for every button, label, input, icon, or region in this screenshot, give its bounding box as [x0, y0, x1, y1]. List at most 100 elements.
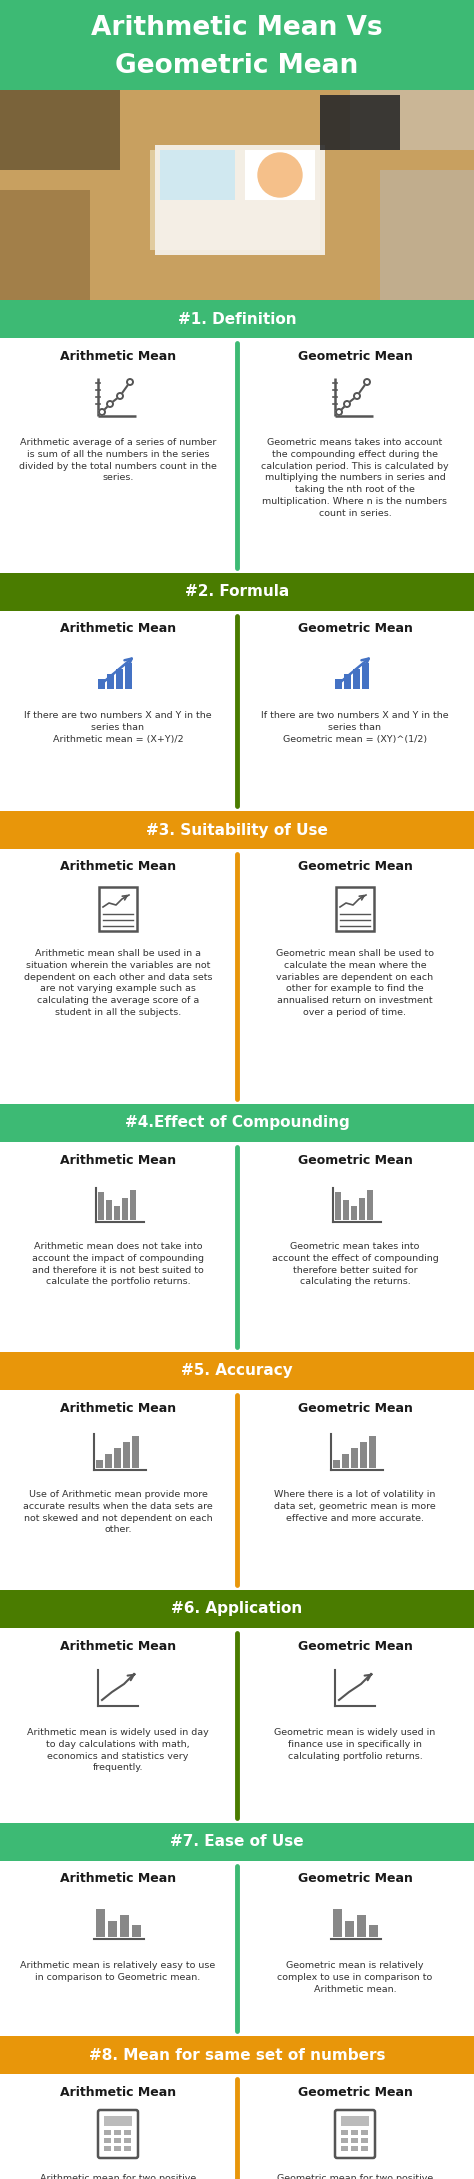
Text: If there are two numbers X and Y in the
series than
Arithmetic mean = (X+Y)/2: If there are two numbers X and Y in the … [24, 710, 212, 743]
Circle shape [117, 392, 123, 399]
Bar [245, 150, 315, 200]
Bar [362, 662, 369, 689]
Bar [155, 146, 325, 255]
Text: #1. Definition: #1. Definition [178, 312, 296, 327]
Bar [350, 89, 474, 150]
Bar [124, 2138, 131, 2142]
Bar [125, 662, 132, 689]
Bar [0, 1390, 474, 1591]
Text: Geometric mean takes into
account the effect of compounding
therefore better sui: Geometric mean takes into account the ef… [272, 1242, 438, 1286]
FancyBboxPatch shape [335, 2109, 375, 2157]
Bar [369, 1436, 376, 1469]
Bar [124, 2146, 131, 2151]
Text: Arithmetic Mean: Arithmetic Mean [60, 1401, 176, 1414]
Text: Geometric Mean: Geometric Mean [298, 2085, 412, 2098]
Circle shape [258, 153, 302, 196]
Bar [114, 2131, 121, 2135]
Text: Arithmetic average of a series of number
is sum of all the numbers in the series: Arithmetic average of a series of number… [19, 438, 217, 482]
Bar [0, 2035, 474, 2074]
Bar [341, 2146, 348, 2151]
Text: Geometric Mean: Geometric Mean [298, 623, 412, 636]
Bar [0, 89, 474, 301]
Bar [0, 610, 474, 811]
Text: Arithmetic mean for two positive
numbers is always higher than
Geometric mean.: Arithmetic mean for two positive numbers… [40, 2175, 196, 2179]
Text: Geometric Mean: Geometric Mean [298, 1639, 412, 1652]
Text: Arithmetic Mean: Arithmetic Mean [60, 623, 176, 636]
Text: Arithmetic Mean: Arithmetic Mean [60, 861, 176, 874]
Bar [104, 2131, 111, 2135]
Bar [0, 1105, 474, 1142]
Bar [114, 1449, 121, 1469]
Bar [344, 673, 351, 689]
Text: Geometric Mean: Geometric Mean [298, 861, 412, 874]
Text: Arithmetic mean shall be used in a
situation wherein the variables are not
depen: Arithmetic mean shall be used in a situa… [24, 950, 212, 1018]
Bar [342, 1453, 349, 1469]
Text: #3. Suitability of Use: #3. Suitability of Use [146, 821, 328, 837]
Circle shape [364, 379, 370, 386]
Text: Geometric Mean: Geometric Mean [115, 52, 359, 78]
Text: Arithmetic Mean: Arithmetic Mean [60, 349, 176, 362]
Bar [107, 673, 114, 689]
Bar [106, 1201, 112, 1220]
Bar [150, 150, 320, 251]
Text: Arithmetic Mean Vs: Arithmetic Mean Vs [91, 15, 383, 41]
Bar [357, 1915, 366, 1937]
Bar [353, 669, 360, 689]
Circle shape [344, 401, 350, 407]
Circle shape [354, 392, 360, 399]
Bar [96, 1909, 105, 1937]
Bar [160, 170, 320, 251]
Bar [132, 1436, 139, 1469]
Bar [361, 2138, 368, 2142]
Bar [367, 1190, 373, 1220]
Bar [104, 2146, 111, 2151]
Bar [0, 301, 474, 338]
Bar [333, 1460, 340, 1469]
Text: Geometric mean is relatively
complex to use in comparison to
Arithmetic mean.: Geometric mean is relatively complex to … [277, 1961, 433, 1994]
Bar [105, 1453, 112, 1469]
Bar [130, 1190, 136, 1220]
Bar [335, 1192, 341, 1220]
Bar [99, 887, 137, 930]
Bar [160, 150, 235, 200]
Circle shape [127, 379, 133, 386]
Bar [124, 2131, 131, 2135]
Bar [104, 2138, 111, 2142]
Bar [104, 2116, 132, 2127]
Circle shape [107, 401, 113, 407]
Bar [114, 2146, 121, 2151]
Text: Use of Arithmetic mean provide more
accurate results when the data sets are
not : Use of Arithmetic mean provide more accu… [23, 1490, 213, 1534]
Bar [341, 2131, 348, 2135]
Text: #4.Effect of Compounding: #4.Effect of Compounding [125, 1116, 349, 1131]
Text: Arithmetic mean is widely used in day
to day calculations with math,
economics a: Arithmetic mean is widely used in day to… [27, 1728, 209, 1772]
Text: #8. Mean for same set of numbers: #8. Mean for same set of numbers [89, 2048, 385, 2064]
Text: Where there is a lot of volatility in
data set, geometric mean is more
effective: Where there is a lot of volatility in da… [274, 1490, 436, 1523]
Bar [108, 1922, 117, 1937]
Bar [361, 2146, 368, 2151]
Text: Arithmetic Mean: Arithmetic Mean [60, 1872, 176, 1885]
Bar [114, 1205, 120, 1220]
Text: Geometric Mean: Geometric Mean [298, 1872, 412, 1885]
Text: Geometric Mean: Geometric Mean [298, 349, 412, 362]
Bar [0, 1142, 474, 1351]
Text: #2. Formula: #2. Formula [185, 584, 289, 599]
Bar [345, 1922, 354, 1937]
Bar [0, 811, 474, 850]
Circle shape [99, 410, 105, 414]
Bar [114, 2138, 121, 2142]
Bar [380, 170, 474, 301]
Text: #6. Application: #6. Application [172, 1602, 302, 1617]
Bar [120, 1915, 129, 1937]
Bar [0, 338, 474, 573]
Bar [351, 1205, 357, 1220]
Bar [341, 2138, 348, 2142]
Text: Geometric Mean: Geometric Mean [298, 1401, 412, 1414]
Bar [0, 89, 120, 170]
Text: Arithmetic Mean: Arithmetic Mean [60, 2085, 176, 2098]
Text: Geometric mean shall be used to
calculate the mean where the
variables are depen: Geometric mean shall be used to calculat… [276, 950, 434, 1018]
Bar [0, 1591, 474, 1628]
Bar [320, 96, 400, 150]
Text: If there are two numbers X and Y in the
series than
Geometric mean = (XY)^(1/2): If there are two numbers X and Y in the … [261, 710, 449, 743]
Bar [96, 1460, 103, 1469]
Text: Arithmetic mean does not take into
account the impact of compounding
and therefo: Arithmetic mean does not take into accou… [32, 1242, 204, 1286]
